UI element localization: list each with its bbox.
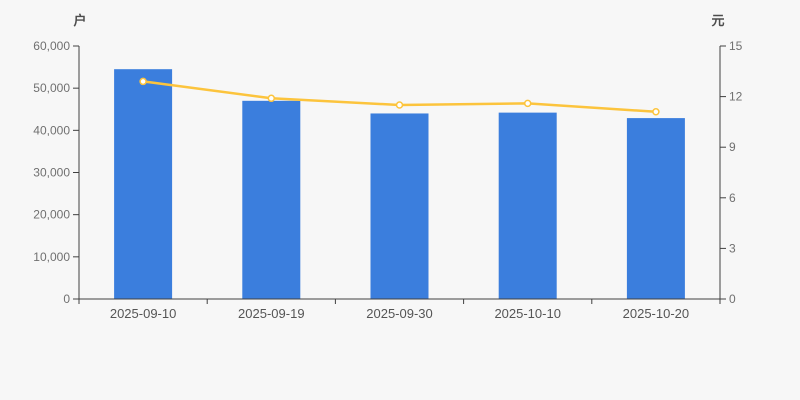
y-axis-left-title: 户 xyxy=(73,13,87,28)
x-axis-label: 2025-09-10 xyxy=(110,306,177,321)
y-axis-right-tick-label: 0 xyxy=(729,292,736,306)
line-marker-2025-09-19[interactable] xyxy=(267,94,276,103)
x-axis-label: 2025-09-19 xyxy=(238,306,305,321)
y-axis-left-tick-label: 30,000 xyxy=(33,166,70,180)
x-axis-label: 2025-09-30 xyxy=(366,306,433,321)
line-marker-2025-09-30[interactable] xyxy=(395,101,404,109)
bar-2025-10-20[interactable] xyxy=(626,118,685,299)
bar-2025-09-10[interactable] xyxy=(114,69,173,299)
line-marker-2025-09-10[interactable] xyxy=(139,77,147,86)
y-axis-left-tick-label: 40,000 xyxy=(33,123,70,137)
y-axis-left-tick-label: 20,000 xyxy=(33,208,70,222)
y-axis-right-tick-label: 3 xyxy=(729,241,736,255)
y-axis-right-tick-label: 12 xyxy=(729,90,743,104)
bar-2025-10-10[interactable] xyxy=(498,112,557,299)
y-axis-left-tick-label: 50,000 xyxy=(33,81,70,95)
bar-2025-09-30[interactable] xyxy=(370,113,429,299)
y-axis-left-tick-label: 0 xyxy=(63,292,70,306)
y-axis-right-tick-label: 15 xyxy=(729,39,743,53)
x-axis-label: 2025-10-10 xyxy=(494,306,561,321)
line-marker-2025-10-20[interactable] xyxy=(652,108,660,116)
line-marker-2025-10-10[interactable] xyxy=(523,99,532,108)
x-axis-label: 2025-10-20 xyxy=(623,306,690,321)
y-axis-right-tick-label: 9 xyxy=(729,140,736,154)
y-axis-right-tick-label: 6 xyxy=(729,191,736,205)
y-axis-left-tick-label: 10,000 xyxy=(33,250,70,264)
bar-2025-09-19[interactable] xyxy=(242,100,301,299)
y-axis-left-tick-label: 60,000 xyxy=(33,39,70,53)
y-axis-right-title: 元 xyxy=(711,13,725,28)
